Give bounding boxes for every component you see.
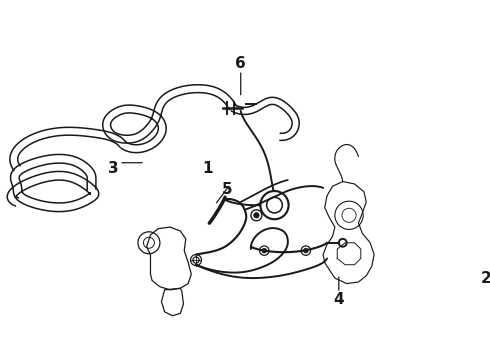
- Circle shape: [303, 248, 308, 253]
- Text: 6: 6: [235, 57, 246, 71]
- Text: 3: 3: [107, 161, 118, 176]
- Text: 4: 4: [334, 292, 344, 307]
- Text: 2: 2: [481, 271, 490, 285]
- Text: 5: 5: [222, 182, 233, 197]
- Circle shape: [262, 248, 267, 253]
- Text: 1: 1: [202, 161, 212, 176]
- Circle shape: [254, 212, 259, 218]
